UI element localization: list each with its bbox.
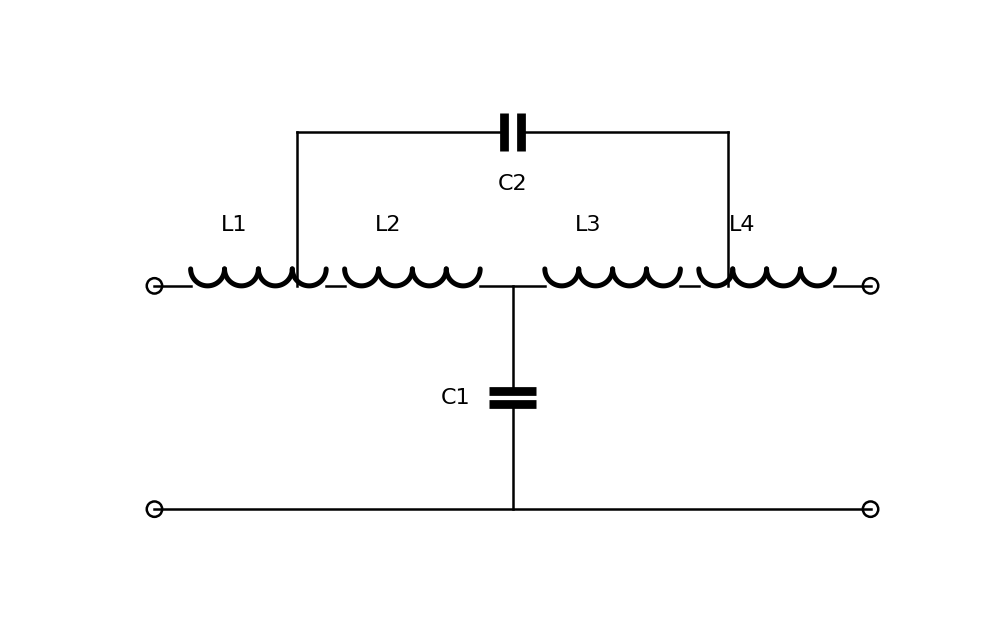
Text: L3: L3 bbox=[575, 215, 601, 235]
Text: L2: L2 bbox=[375, 215, 401, 235]
Text: C1: C1 bbox=[441, 388, 470, 407]
Text: L4: L4 bbox=[729, 215, 755, 235]
Text: C2: C2 bbox=[498, 174, 527, 194]
Text: L1: L1 bbox=[221, 215, 247, 235]
